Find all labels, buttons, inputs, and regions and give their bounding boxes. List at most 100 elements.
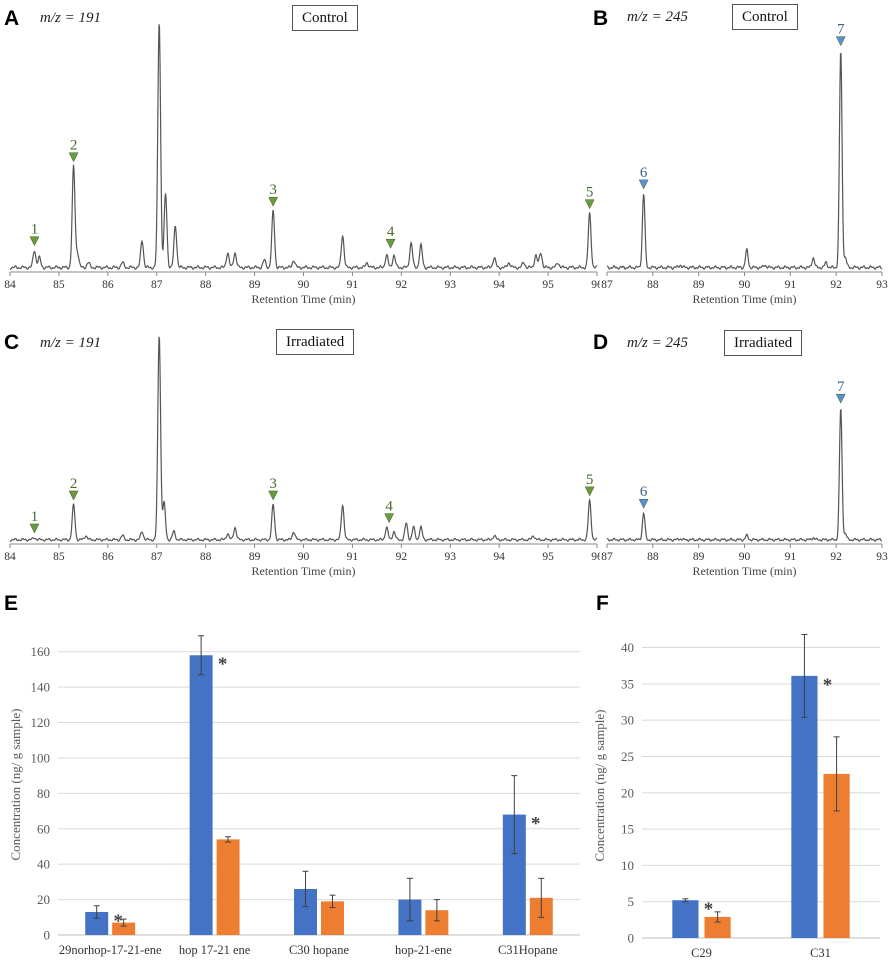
significance-marker: * <box>113 911 123 932</box>
category-label: C31 <box>810 946 831 960</box>
mz-label-b: m/z = 245 <box>627 9 688 25</box>
y-tick-label: 0 <box>628 931 635 946</box>
mz-label-a: m/z = 191 <box>40 10 101 26</box>
panel-c: 84 85 86 87 88 89 90 91 92 93 94 95 96 Retention Time… <box>0 325 600 590</box>
significance-marker: * <box>218 654 228 675</box>
x-tick-label: 96 <box>591 279 600 291</box>
x-tick-label: 85 <box>53 551 65 563</box>
peak-number-5: 5 <box>586 185 594 201</box>
y-axis-title: Concentration (ng/ g sample) <box>592 710 607 862</box>
significance-marker: * <box>823 675 833 696</box>
chromatogram-c: 84 85 86 87 88 89 90 91 92 93 94 95 96 Retention Time… <box>4 336 600 578</box>
y-tick-label: 20 <box>621 785 634 800</box>
panel-label-d: D <box>593 331 609 354</box>
x-tick-label: 95 <box>542 551 554 563</box>
peak-marker-3 <box>268 490 279 501</box>
x-tick-label: 87 <box>151 551 163 563</box>
x-tick-label: 94 <box>493 279 505 291</box>
peak-marker-6 <box>638 498 649 509</box>
y-tick-label: 120 <box>31 715 51 730</box>
x-tick-label: 84 <box>4 279 16 291</box>
panel-a: 84 85 86 87 88 89 90 91 92 93 94 95 96 Retention Time… <box>0 0 600 310</box>
x-tick-label: 93 <box>445 551 457 563</box>
category-label: 29norhop-17-21-ene <box>59 943 162 957</box>
bar-chart-f: 0 5 10 15 20 25 30 35 40 Concentration (ng/ g sam… <box>592 633 880 960</box>
peak-marker-4 <box>384 513 395 524</box>
mz-label-d: m/z = 245 <box>627 335 688 351</box>
x-tick-label: 91 <box>785 551 797 563</box>
y-tick-label: 140 <box>31 680 51 695</box>
category-label: C30 hopane <box>289 943 350 957</box>
chromatogram-a: 84 85 86 87 88 89 90 91 92 93 94 95 96 Retention Time… <box>4 24 600 306</box>
bar-irradiated-0 <box>704 916 731 938</box>
peak-number-6: 6 <box>640 165 648 181</box>
condition-box-b: Control <box>732 4 798 30</box>
peak-number-2: 2 <box>70 476 78 492</box>
condition-box-a: Control <box>292 5 358 31</box>
peak-number-1: 1 <box>31 222 39 238</box>
x-axis-title: Retention Time (min) <box>692 292 796 306</box>
condition-box-c: Irradiated <box>276 329 355 355</box>
mz-label-c: m/z = 191 <box>40 335 101 351</box>
bar-control-2 <box>294 888 317 935</box>
category-label: C29 <box>691 946 712 960</box>
bar-control-0 <box>672 900 699 938</box>
x-tick-label: 84 <box>4 551 16 563</box>
peak-number-3: 3 <box>269 182 277 198</box>
x-tick-label: 90 <box>739 551 751 563</box>
bar-chart-e: 0 20 40 60 80 100 120 140 160 Concentration (ng/ … <box>8 635 580 957</box>
chromatogram-trace <box>606 52 883 270</box>
x-tick-label: 90 <box>298 551 310 563</box>
panel-e: 0 20 40 60 80 100 120 140 160 Concentration (ng/ … <box>0 590 590 962</box>
significance-marker: * <box>704 899 714 920</box>
bar-control-1 <box>189 655 213 935</box>
peak-number-7: 7 <box>837 379 845 395</box>
peak-number-7: 7 <box>837 22 845 38</box>
x-tick-label: 89 <box>693 279 705 291</box>
x-axis-title: Retention Time (min) <box>251 564 355 578</box>
y-tick-label: 15 <box>621 822 634 837</box>
y-tick-label: 60 <box>37 821 50 836</box>
chromatogram-b: 87 88 89 90 91 92 93 Retention Time (min) 6 7 <box>601 22 888 306</box>
x-tick-label: 92 <box>396 551 408 563</box>
x-tick-label: 87 <box>601 279 613 291</box>
panel-label-c: C <box>4 331 20 354</box>
x-tick-label: 89 <box>249 279 261 291</box>
bar-irradiated-0 <box>112 922 136 935</box>
peak-marker-5 <box>584 486 595 497</box>
x-tick-label: 88 <box>647 551 659 563</box>
y-tick-label: 160 <box>31 644 51 659</box>
panel-label-e: E <box>4 592 19 615</box>
peak-marker-5 <box>584 199 595 210</box>
x-axis-title: Retention Time (min) <box>251 292 355 306</box>
x-tick-label: 93 <box>445 279 457 291</box>
peak-number-4: 4 <box>387 224 395 240</box>
panel-b: 87 88 89 90 91 92 93 Retention Time (min) 6 7 B m… <box>590 0 892 310</box>
significance-marker: * <box>531 814 541 835</box>
panel-label-f: F <box>596 592 609 615</box>
x-axis-title: Retention Time (min) <box>692 564 796 578</box>
y-tick-label: 80 <box>37 786 50 801</box>
peak-marker-4 <box>385 238 396 249</box>
bar-control-0 <box>85 911 109 935</box>
peak-marker-3 <box>268 196 279 207</box>
peak-number-6: 6 <box>640 484 648 500</box>
y-axis-title: Concentration (ng/ g sample) <box>8 709 23 861</box>
category-label: C31Hopane <box>498 943 558 957</box>
peak-number-1: 1 <box>31 509 39 525</box>
y-tick-label: 10 <box>621 858 634 873</box>
bar-irradiated-3 <box>425 910 449 935</box>
bar-irradiated-1 <box>216 839 240 935</box>
peak-marker-2 <box>68 152 79 163</box>
panel-d: 87 88 89 90 91 92 93 Retention Time (min) 6 7 D m… <box>590 325 892 590</box>
peak-marker-1 <box>29 523 40 534</box>
x-tick-label: 93 <box>876 279 888 291</box>
x-tick-label: 87 <box>601 551 613 563</box>
x-tick-label: 88 <box>200 279 212 291</box>
peak-marker-1 <box>29 236 40 247</box>
peak-marker-7 <box>835 36 846 47</box>
x-tick-label: 90 <box>298 279 310 291</box>
x-tick-label: 92 <box>830 279 842 291</box>
peak-number-5: 5 <box>586 472 594 488</box>
chromatogram-trace <box>9 24 598 270</box>
